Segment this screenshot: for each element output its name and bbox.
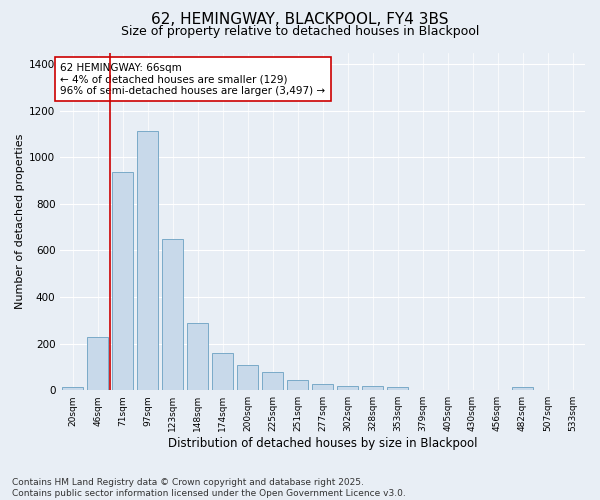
Text: Size of property relative to detached houses in Blackpool: Size of property relative to detached ho…: [121, 25, 479, 38]
Bar: [112, 172, 133, 390]
Bar: [237, 365, 258, 390]
Bar: [162, 239, 184, 390]
Bar: [212, 354, 233, 390]
Bar: [312, 384, 333, 390]
Bar: [337, 386, 358, 390]
Bar: [262, 372, 283, 390]
Bar: [287, 380, 308, 390]
Bar: [512, 386, 533, 390]
Text: 62 HEMINGWAY: 66sqm
← 4% of detached houses are smaller (129)
96% of semi-detach: 62 HEMINGWAY: 66sqm ← 4% of detached hou…: [60, 62, 325, 96]
X-axis label: Distribution of detached houses by size in Blackpool: Distribution of detached houses by size …: [168, 437, 478, 450]
Bar: [137, 130, 158, 390]
Y-axis label: Number of detached properties: Number of detached properties: [15, 134, 25, 309]
Text: 62, HEMINGWAY, BLACKPOOL, FY4 3BS: 62, HEMINGWAY, BLACKPOOL, FY4 3BS: [151, 12, 449, 28]
Bar: [187, 322, 208, 390]
Bar: [387, 386, 408, 390]
Bar: [62, 386, 83, 390]
Bar: [362, 386, 383, 390]
Text: Contains HM Land Registry data © Crown copyright and database right 2025.
Contai: Contains HM Land Registry data © Crown c…: [12, 478, 406, 498]
Bar: [87, 336, 109, 390]
